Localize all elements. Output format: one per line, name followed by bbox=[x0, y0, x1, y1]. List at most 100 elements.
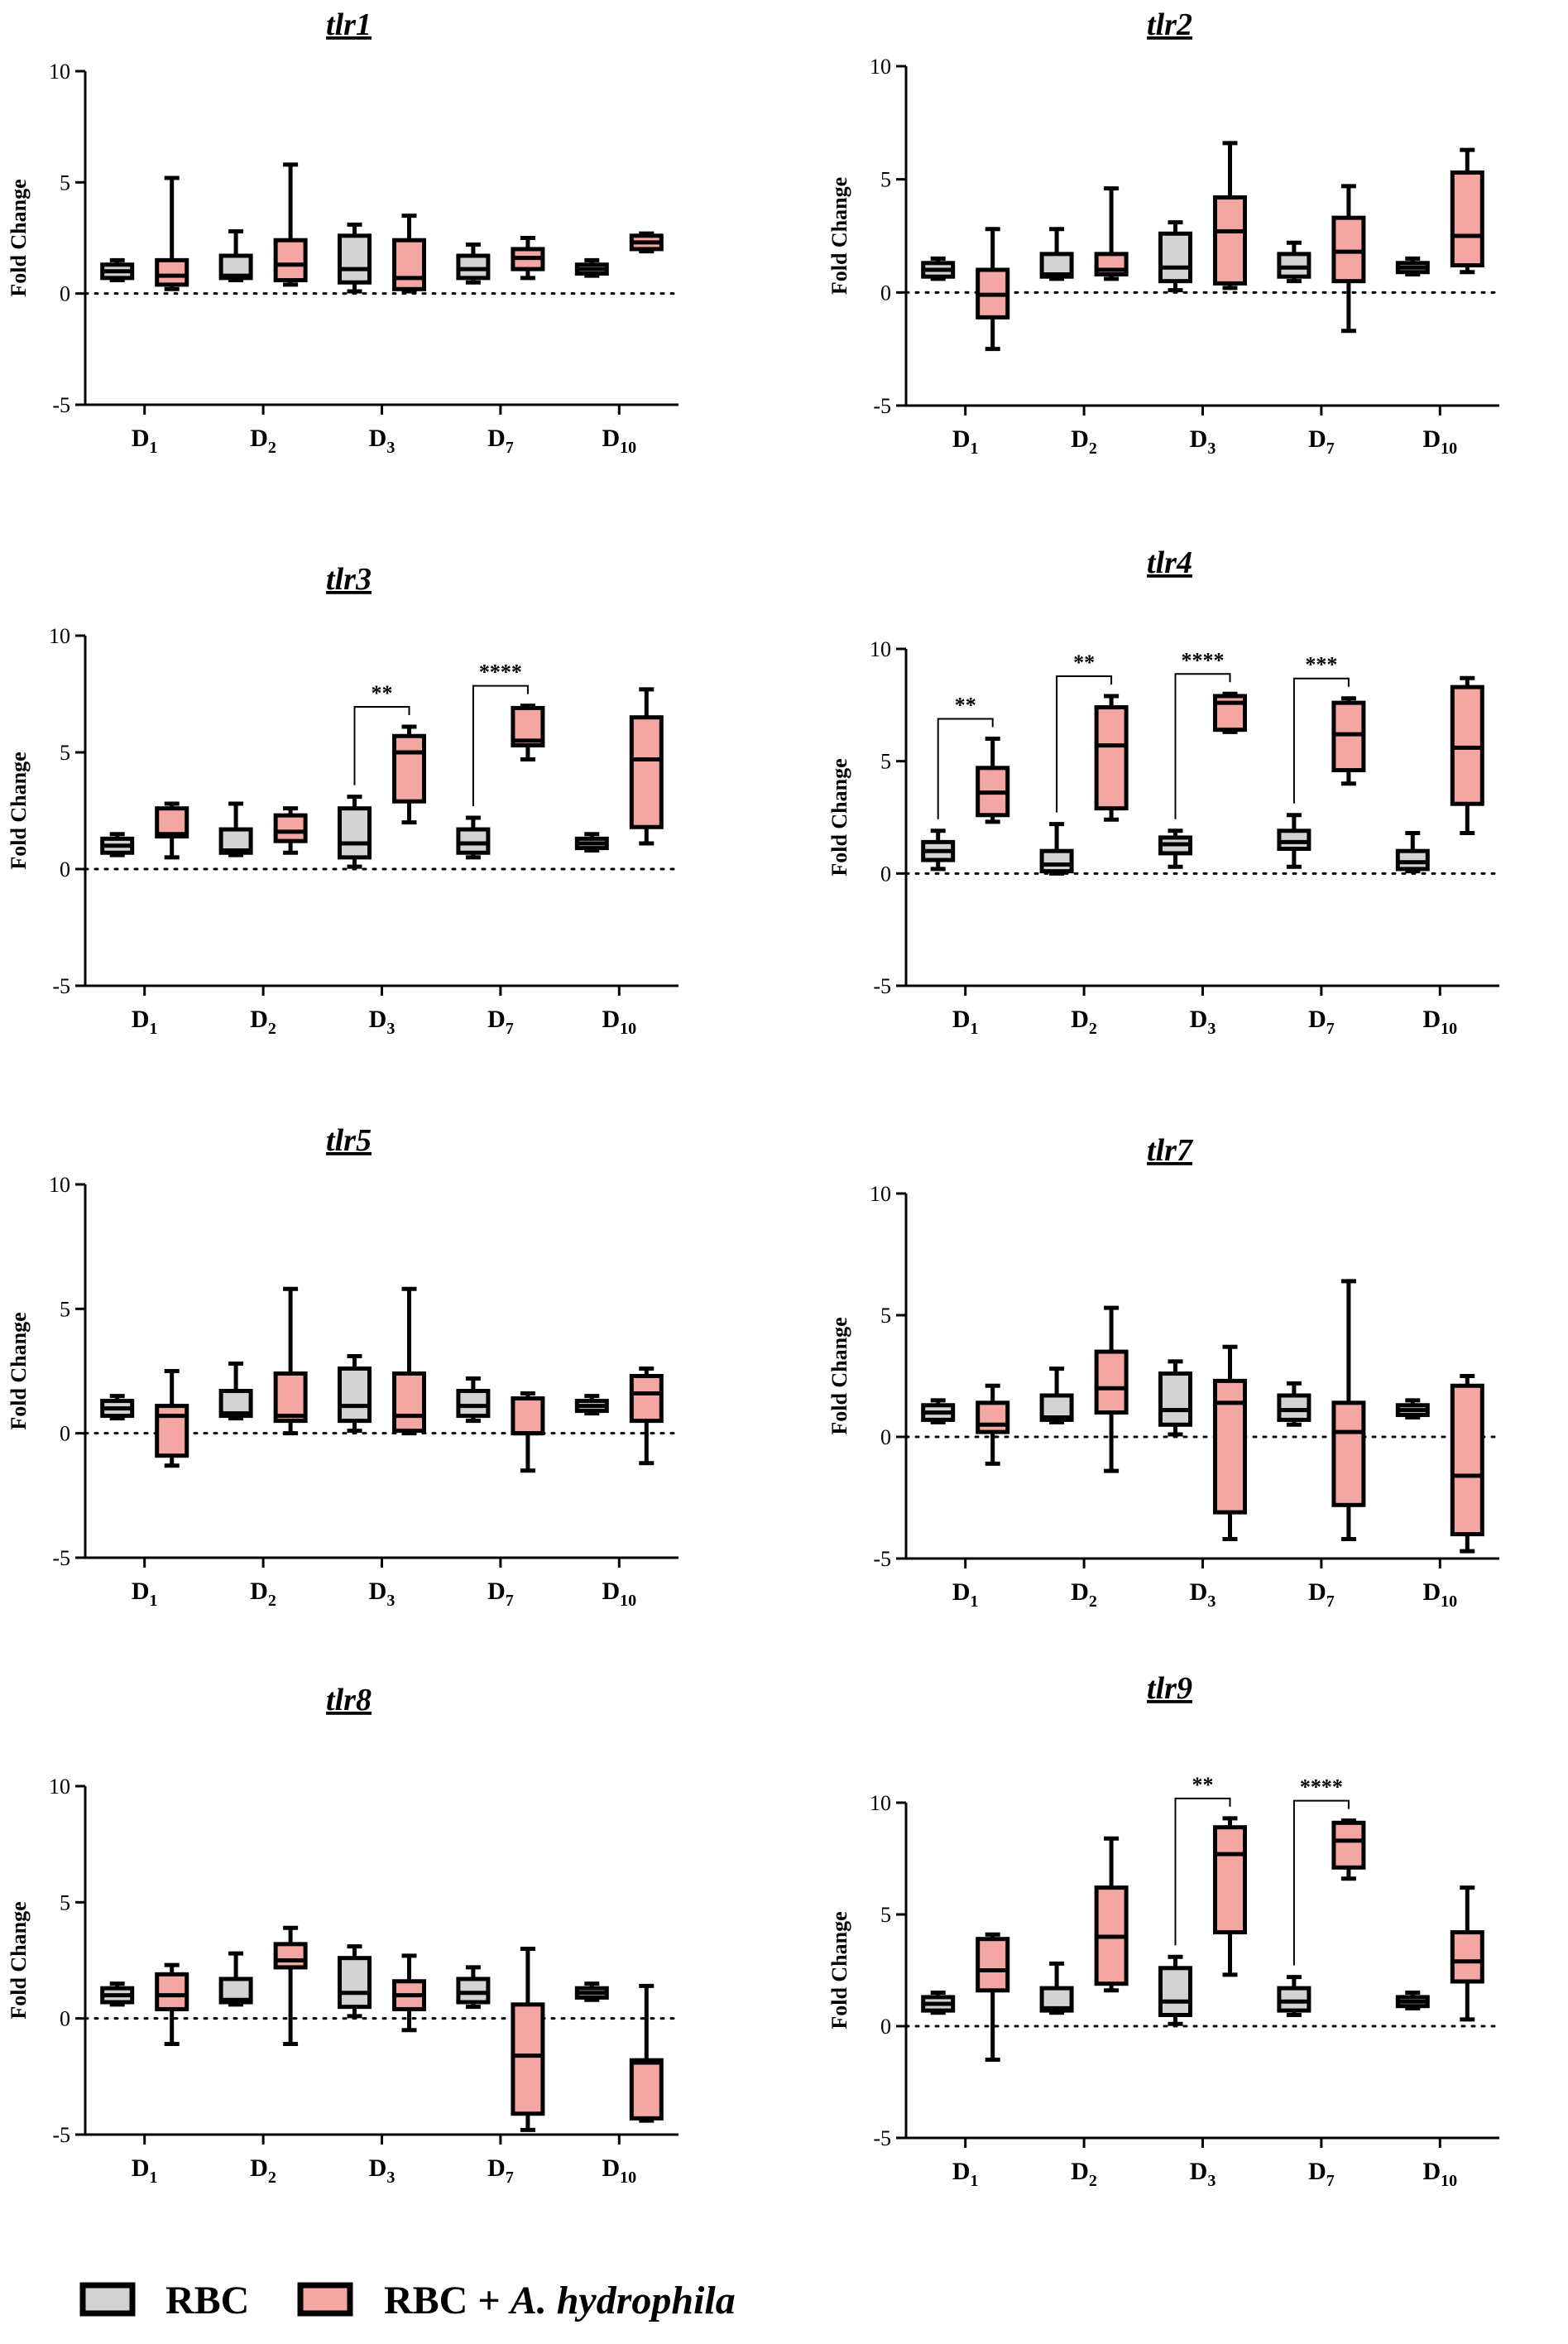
box-iqr bbox=[392, 1371, 426, 1434]
box-rbc-D1 bbox=[100, 257, 135, 283]
legend-swatch-rbc bbox=[79, 2282, 136, 2317]
box-rbc-D1 bbox=[921, 1991, 956, 2015]
x-tick-label-sub: 1 bbox=[150, 1020, 158, 1038]
x-tick-label: D2 bbox=[250, 1578, 276, 1610]
box-iqr bbox=[1395, 848, 1430, 872]
box-iqr bbox=[338, 233, 372, 285]
box-rbc-D1 bbox=[100, 832, 135, 857]
panel-title: tlr8 bbox=[326, 1683, 372, 1717]
box-iqr bbox=[1277, 1393, 1311, 1422]
box-rbc-D3 bbox=[338, 795, 372, 869]
box-rbc-ah-D7 bbox=[511, 236, 545, 281]
significance-label: ** bbox=[372, 681, 393, 705]
x-tick-label-main: D bbox=[952, 1006, 971, 1033]
x-tick-label: D10 bbox=[602, 1578, 636, 1610]
x-tick-label-sub: 2 bbox=[1089, 440, 1097, 458]
y-tick-label: 0 bbox=[880, 281, 891, 305]
box-rbc-D7 bbox=[456, 1376, 491, 1424]
y-tick-label: 0 bbox=[880, 1425, 891, 1449]
x-tick-label-main: D bbox=[1422, 2158, 1441, 2185]
box-rbc-ah-D1 bbox=[976, 1383, 1010, 1466]
x-tick-label: D1 bbox=[132, 425, 158, 457]
x-tick-label-sub: 10 bbox=[1441, 1592, 1457, 1611]
box-rbc-D2 bbox=[1039, 227, 1074, 281]
y-tick-label: -5 bbox=[52, 393, 70, 417]
x-tick-label-sub: 7 bbox=[506, 1020, 514, 1038]
box-rbc-ah-D2 bbox=[1094, 1836, 1129, 1993]
y-tick-label: 0 bbox=[880, 2015, 891, 2039]
panel-title: tlr5 bbox=[326, 1123, 372, 1158]
x-tick-label-sub: 7 bbox=[1326, 1592, 1335, 1611]
significance-bracket bbox=[1056, 675, 1113, 813]
box-iqr bbox=[456, 827, 491, 855]
box-iqr bbox=[1331, 700, 1366, 773]
x-tick-label-main: D bbox=[250, 1578, 268, 1605]
box-rbc-ah-D1 bbox=[976, 1932, 1010, 2062]
x-tick-label-sub: 3 bbox=[386, 1592, 395, 1610]
box-rbc-D1 bbox=[100, 1394, 135, 1421]
box-rbc-D2 bbox=[1039, 1367, 1074, 1424]
x-tick-label: D10 bbox=[602, 1006, 636, 1038]
significance-bracket bbox=[353, 705, 410, 785]
box-rbc-D3 bbox=[1158, 1359, 1192, 1437]
x-tick-label: D10 bbox=[602, 425, 636, 457]
legend: RBC RBC + A. hydrophila bbox=[79, 2279, 736, 2322]
significance-D2: ** bbox=[1056, 651, 1113, 813]
x-tick-label: D7 bbox=[1308, 2158, 1335, 2190]
x-tick-label-sub: 1 bbox=[971, 1020, 979, 1038]
box-rbc-ah-D10 bbox=[1450, 147, 1484, 275]
x-tick-label-sub: 2 bbox=[268, 1020, 276, 1038]
significance-D3: ** bbox=[353, 681, 410, 785]
box-iqr bbox=[1094, 1349, 1129, 1415]
significance-D3: ** bbox=[1174, 1773, 1231, 1946]
box-iqr bbox=[511, 1396, 545, 1436]
x-tick-label-main: D bbox=[1071, 1578, 1089, 1606]
x-tick-label-main: D bbox=[1308, 1578, 1326, 1606]
x-tick-label: D10 bbox=[1422, 425, 1457, 458]
box-rbc-ah-D10 bbox=[629, 1366, 664, 1466]
box-rbc-D1 bbox=[921, 829, 956, 872]
y-tick-label: 10 bbox=[49, 624, 70, 648]
legend-label-rbc-ah-species: A. hydrophila bbox=[508, 2279, 736, 2322]
x-tick-label: D7 bbox=[487, 425, 514, 457]
box-rbc-D7 bbox=[1277, 1975, 1311, 2017]
significance-bracket bbox=[472, 684, 529, 806]
box-iqr bbox=[629, 2058, 664, 2121]
box-rbc-ah-D7 bbox=[511, 1946, 545, 2132]
x-tick-label: D1 bbox=[952, 425, 979, 458]
x-tick-label-main: D bbox=[250, 1006, 268, 1033]
x-tick-label: D10 bbox=[1422, 1578, 1457, 1611]
y-tick-label: -5 bbox=[873, 394, 891, 418]
x-tick-label-sub: 7 bbox=[506, 439, 514, 457]
box-iqr bbox=[273, 813, 308, 843]
box-rbc-D10 bbox=[1395, 830, 1430, 874]
y-tick-label: -5 bbox=[873, 1547, 891, 1571]
box-rbc-ah-D3 bbox=[1213, 141, 1247, 291]
x-tick-label-sub: 1 bbox=[150, 1592, 158, 1610]
x-tick-label-main: D bbox=[1190, 1006, 1208, 1033]
panel-title: tlr7 bbox=[1147, 1133, 1194, 1168]
x-tick-label-sub: 2 bbox=[268, 2169, 276, 2187]
x-tick-label-sub: 1 bbox=[971, 2172, 979, 2190]
y-tick-label: 5 bbox=[880, 1903, 891, 1927]
box-rbc-ah-D3 bbox=[392, 1286, 426, 1436]
x-tick-label-sub: 7 bbox=[1326, 440, 1335, 458]
y-axis-label: Fold Change bbox=[827, 1911, 851, 2029]
box-rbc-D10 bbox=[1395, 256, 1430, 276]
x-tick-label-sub: 2 bbox=[1089, 1020, 1097, 1038]
x-tick-label: D1 bbox=[952, 2158, 979, 2190]
box-rbc-ah-D1 bbox=[155, 801, 189, 860]
box-rbc-ah-D7 bbox=[511, 704, 545, 761]
significance-label: ** bbox=[1073, 651, 1095, 675]
x-tick-label-sub: 3 bbox=[1207, 2172, 1216, 2190]
y-axis-label: Fold Change bbox=[827, 177, 851, 295]
box-rbc-ah-D10 bbox=[629, 687, 664, 846]
x-tick-label-sub: 1 bbox=[150, 2169, 158, 2187]
box-iqr bbox=[155, 257, 189, 287]
box-rbc-ah-D3 bbox=[1213, 1344, 1247, 1541]
x-tick-label: D3 bbox=[369, 1578, 396, 1610]
x-tick-label-main: D bbox=[1190, 1578, 1208, 1606]
